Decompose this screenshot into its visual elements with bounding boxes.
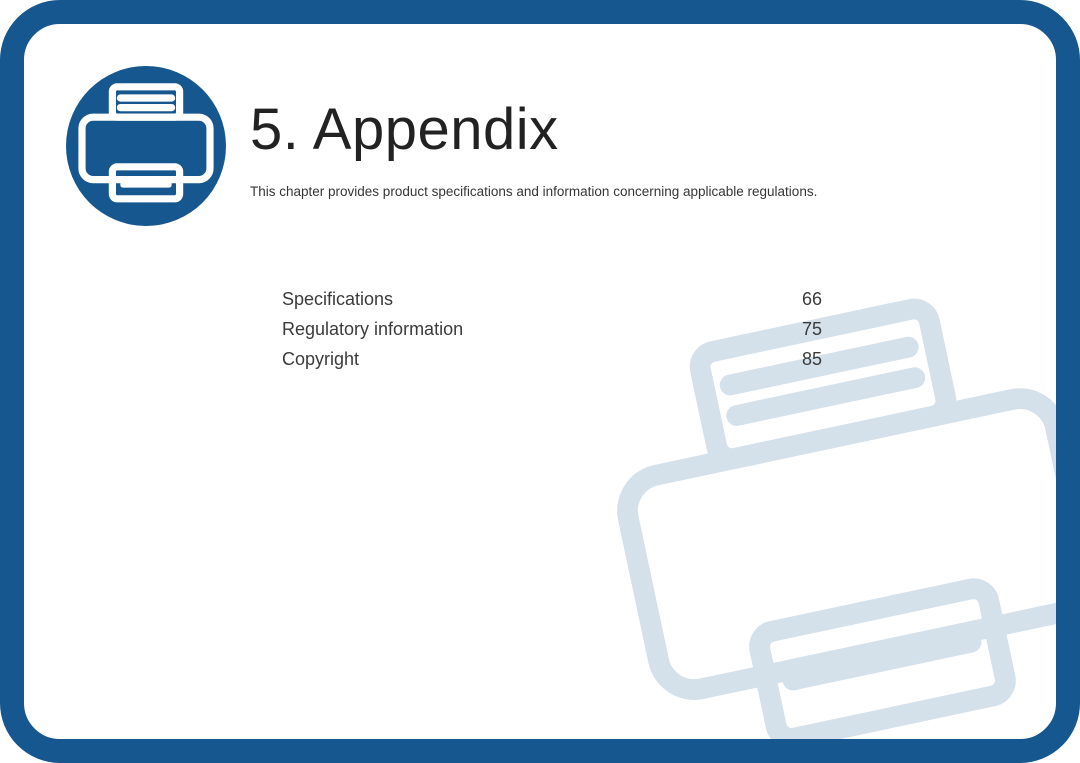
table-of-contents: Specifications 66 Regulatory information… [282, 284, 822, 374]
printer-icon [66, 66, 226, 226]
toc-row: Specifications 66 [282, 284, 822, 314]
toc-row: Regulatory information 75 [282, 314, 822, 344]
toc-row: Copyright 85 [282, 344, 822, 374]
page-frame: 5. Appendix This chapter provides produc… [0, 0, 1080, 763]
toc-label: Copyright [282, 344, 359, 374]
chapter-subtitle: This chapter provides product specificat… [250, 184, 817, 199]
toc-page: 85 [802, 344, 822, 374]
toc-label: Specifications [282, 284, 393, 314]
toc-page: 66 [802, 284, 822, 314]
toc-page: 75 [802, 314, 822, 344]
chapter-title: 5. Appendix [250, 96, 559, 163]
toc-label: Regulatory information [282, 314, 463, 344]
